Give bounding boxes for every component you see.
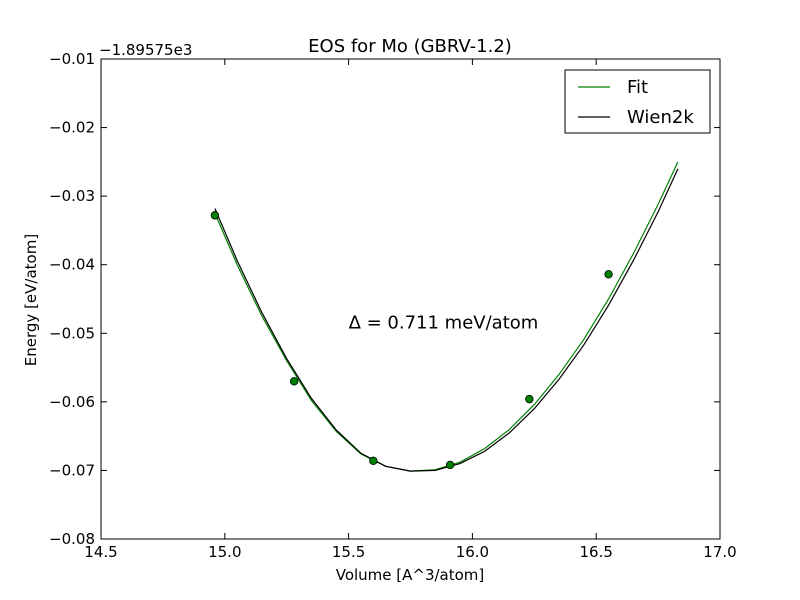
y-tick-label: −0.02 xyxy=(49,119,95,137)
y-tick-label: −0.08 xyxy=(49,530,95,548)
x-axis-title: Volume [A^3/atom] xyxy=(336,566,485,584)
data-point xyxy=(445,460,455,470)
data-point xyxy=(369,456,378,466)
x-tick-label: 16.0 xyxy=(456,543,489,561)
y-tick-label: −0.05 xyxy=(49,324,95,342)
plot-area xyxy=(210,161,679,472)
plot-frame xyxy=(100,58,721,540)
x-tick-label: 15.5 xyxy=(332,543,365,561)
y-tick-label: −0.03 xyxy=(49,187,95,205)
data-point xyxy=(289,377,299,386)
y-tick-label: −0.04 xyxy=(49,256,95,274)
legend-label-fit: Fit xyxy=(627,77,648,98)
y-tick-label: −0.07 xyxy=(49,461,95,479)
data-point xyxy=(604,270,613,279)
x-tick-label: 17.0 xyxy=(703,543,736,561)
offset-text: −1.89575e3 xyxy=(99,41,192,59)
x-tick-label: 14.5 xyxy=(84,543,117,561)
delta-annotation: Δ = 0.711 meV/atom xyxy=(349,312,539,333)
data-point xyxy=(525,394,534,404)
y-axis-title: Energy [eV/atom] xyxy=(22,234,40,366)
legend: Fit Wien2k xyxy=(564,69,711,134)
legend-label-wien2k: Wien2k xyxy=(627,107,694,128)
x-tick-label: 16.5 xyxy=(579,543,612,561)
data-point xyxy=(210,211,220,220)
x-tick-label: 15.0 xyxy=(208,543,241,561)
y-tick-label: −0.01 xyxy=(49,50,95,68)
y-tick-label: −0.06 xyxy=(49,393,95,411)
chart-title: EOS for Mo (GBRV-1.2) xyxy=(308,36,512,57)
legend-box xyxy=(564,69,711,134)
